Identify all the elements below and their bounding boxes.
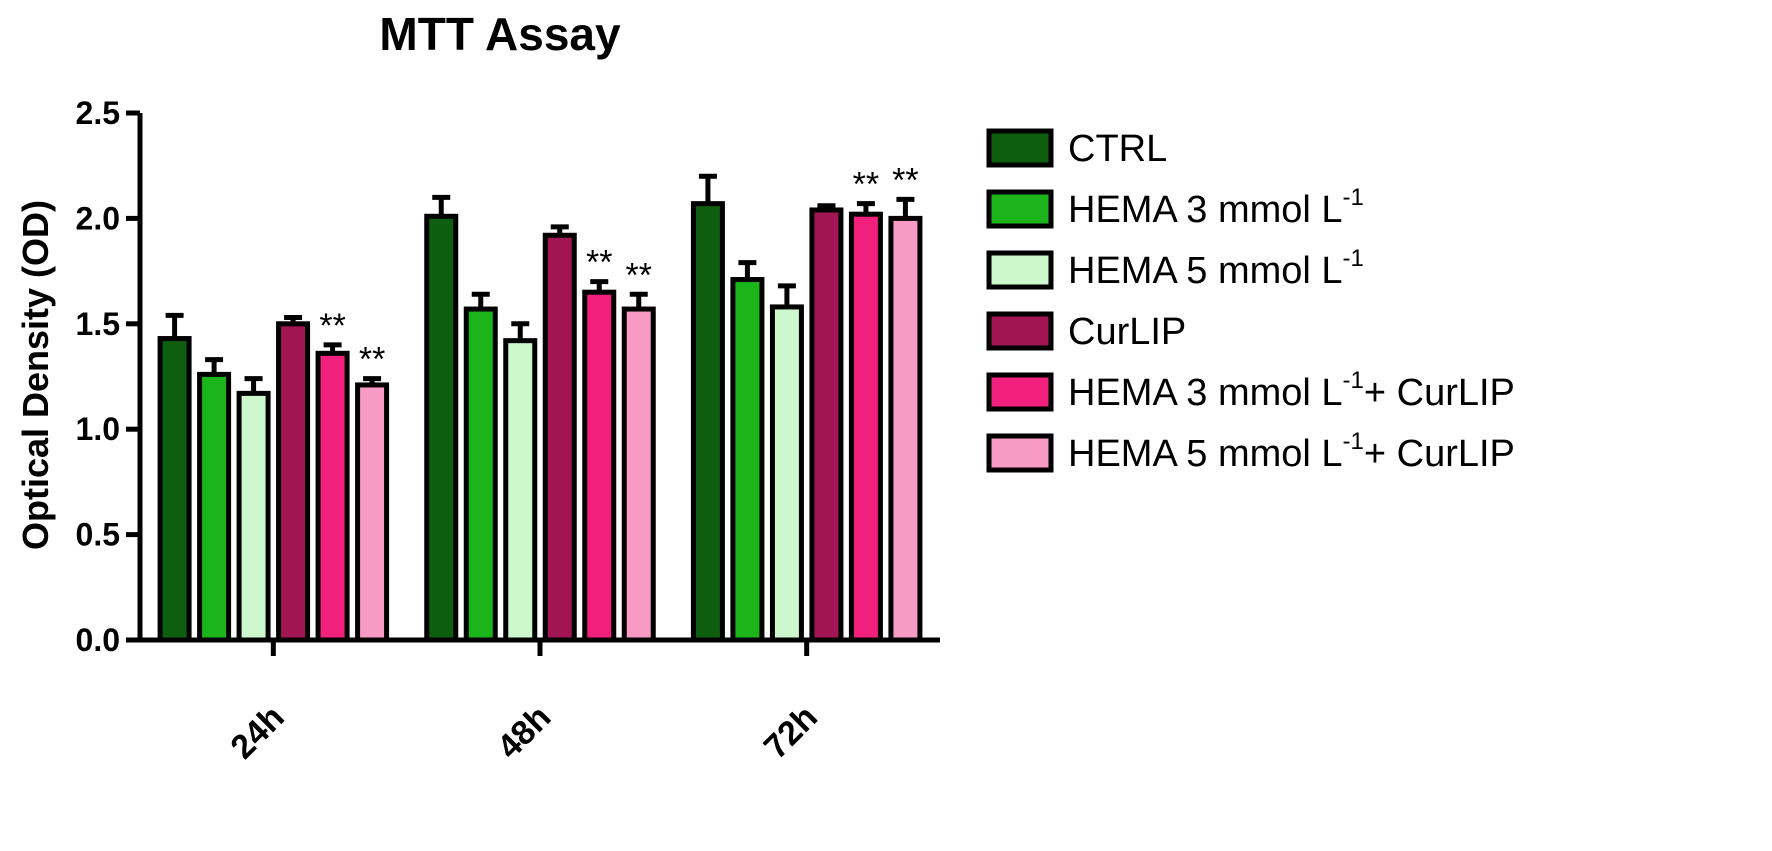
bar (157, 336, 192, 643)
chart-title: MTT Assay (379, 8, 621, 60)
bar (690, 201, 725, 643)
legend-label-part: CTRL (1068, 128, 1167, 170)
bar (848, 211, 883, 643)
legend-swatch (986, 189, 1054, 229)
legend-label-part: HEMA 5 mmol L (1068, 433, 1343, 475)
bar (503, 338, 538, 643)
legend-superscript: -1 (1343, 428, 1364, 455)
bar (888, 215, 923, 643)
bar (463, 306, 498, 643)
y-tick-label: 0.0 (76, 622, 120, 658)
legend-swatch (986, 128, 1054, 168)
legend-label: HEMA 5 mmol L-1+ CurLIP (1068, 428, 1515, 475)
y-tick-label: 1.5 (76, 306, 120, 342)
significance-marker: ** (586, 244, 612, 282)
bar (542, 232, 577, 643)
bar (424, 213, 459, 643)
legend-label-part: HEMA 5 mmol L (1068, 250, 1343, 292)
legend-label: CTRL (1068, 128, 1167, 170)
legend-superscript: -1 (1343, 367, 1364, 394)
y-tick-label: 2.0 (76, 200, 120, 236)
legend-label: HEMA 3 mmol L-1+ CurLIP (1068, 367, 1515, 414)
bar (236, 390, 271, 643)
bar (730, 277, 765, 643)
legend-label-part: + CurLIP (1364, 372, 1515, 414)
significance-marker: ** (853, 166, 879, 204)
bar (621, 306, 656, 643)
bar (315, 350, 350, 643)
bars-group: ** ** ** ** ** ** (157, 161, 923, 643)
legend-label-part: HEMA 3 mmol L (1068, 189, 1343, 231)
bar (197, 371, 232, 643)
bar (355, 382, 390, 643)
legend-label-part: CurLIP (1068, 311, 1186, 353)
legend-superscript: -1 (1343, 184, 1364, 211)
bar (582, 289, 617, 643)
significance-marker: ** (319, 307, 345, 345)
significance-marker: ** (626, 256, 652, 294)
y-tick-label: 2.5 (76, 95, 120, 131)
bar (809, 207, 844, 643)
legend-label: HEMA 3 mmol L-1 (1068, 184, 1364, 231)
legend-label-part: + CurLIP (1364, 433, 1515, 475)
legend-swatch (986, 372, 1054, 412)
significance-marker: ** (359, 341, 385, 379)
y-axis-label: Optical Density (OD) (15, 200, 56, 550)
legend-label: HEMA 5 mmol L-1 (1068, 245, 1364, 292)
x-tick-label: 48h (490, 698, 558, 766)
bar (769, 304, 804, 643)
legend-swatch (986, 311, 1054, 351)
x-tick-label: 24h (223, 698, 291, 766)
x-tick-label: 72h (757, 698, 825, 766)
legend-swatch (986, 250, 1054, 290)
significance-marker: ** (892, 161, 918, 199)
legend-swatch (986, 433, 1054, 473)
legend-superscript: -1 (1343, 245, 1364, 272)
bar (276, 321, 311, 643)
y-tick-label: 1.0 (76, 411, 120, 447)
y-tick-label: 0.5 (76, 517, 120, 553)
legend-label: CurLIP (1068, 311, 1186, 353)
legend-label-part: HEMA 3 mmol L (1068, 372, 1343, 414)
